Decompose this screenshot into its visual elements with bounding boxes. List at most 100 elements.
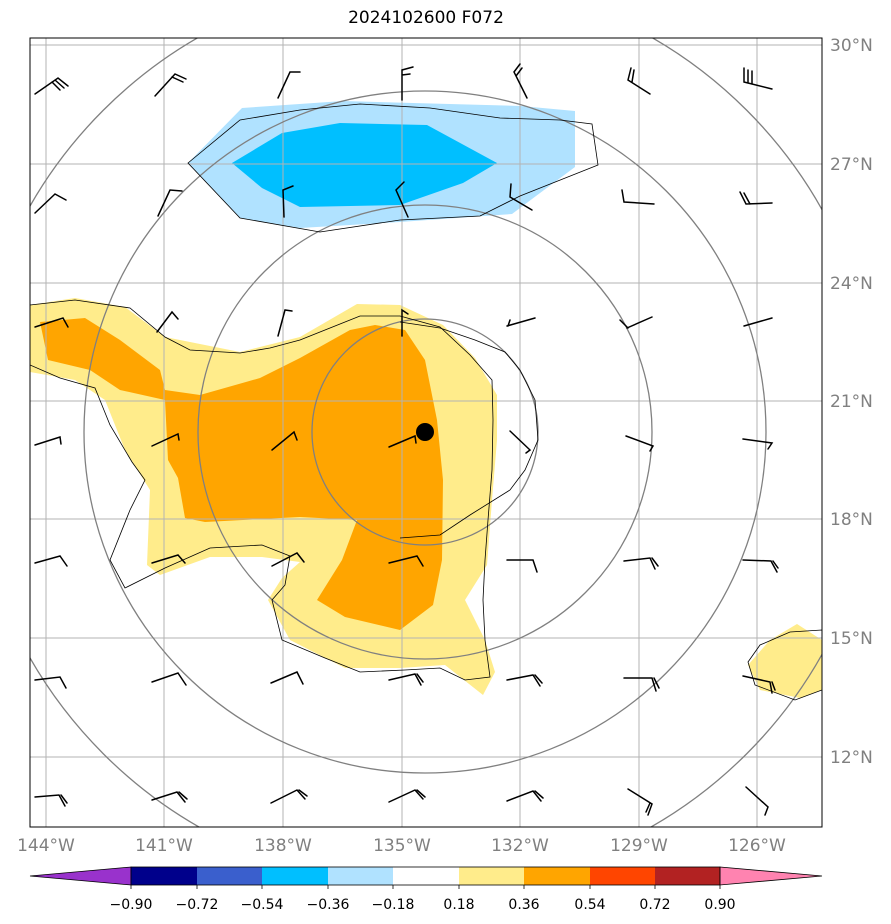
wind-barb [623,557,659,570]
wind-barb [739,191,773,205]
range-rings [30,38,822,827]
wind-barb [506,674,543,687]
lat-tick-label: 15°N [830,629,873,649]
wind-barb [151,432,180,447]
contour-outline-inner [399,321,539,539]
wind-barb [34,555,68,567]
lon-tick-label: 126°W [728,836,786,856]
colorbar-segment [131,867,197,885]
wind-barb [270,671,304,685]
wind-barb [625,435,655,452]
colorbar-tick-label: −0.54 [241,897,284,913]
wind-barb [745,786,769,816]
wind-barb [151,791,188,803]
wind-barb [151,672,187,686]
storm-center-dot [416,423,434,441]
wind-barb [151,554,186,564]
colorbar-tick-label: 0.36 [508,897,539,913]
contour-outline-patch [747,629,822,701]
wind-barb [34,77,69,95]
wind-barb [509,430,532,454]
range-ring-3 [83,90,767,774]
colorbar-segment [262,867,328,885]
lon-tick-label: 135°W [373,836,431,856]
wind-barb [277,71,301,99]
cyan-shading [232,123,497,207]
wind-barb [627,67,651,95]
lat-tick-label: 24°N [830,274,873,294]
colorbar-tick-label: −0.90 [110,897,153,913]
wind-barb [506,317,536,327]
wind-barb [271,430,298,451]
wind-barbs [34,63,779,816]
wind-barb [282,185,294,218]
wind-barb [388,673,424,686]
colorbar-tick-label: 0.72 [639,897,670,913]
wind-barb [506,559,538,573]
wind-barb [742,559,779,573]
colorbar-segment [655,867,720,885]
colorbar-segment [393,867,459,885]
small-yellow-patch [748,624,822,698]
wind-barb [621,189,655,205]
wind-barb [623,677,660,692]
map-area [30,38,822,827]
wind-barb [742,675,776,694]
lon-tick-label: 129°W [610,836,668,856]
wind-barb [270,789,308,804]
wind-barb [157,189,183,217]
contour-outline-upper [187,103,599,233]
wind-barb [277,309,293,337]
range-ring-1 [311,318,539,546]
colorbar-segment [459,867,524,885]
lat-tick-label: 18°N [830,510,873,530]
colorbar-segment [524,867,590,885]
lat-tick-label: 30°N [830,36,873,56]
lat-tick-label: 21°N [830,392,873,412]
wind-barb [34,794,68,807]
colorbar-tick-label: 0.18 [443,897,474,913]
contour-outlines [30,103,822,701]
wind-barb [34,317,69,328]
lat-tick-label: 27°N [830,155,873,175]
wind-barb [388,789,426,803]
lon-tick-label: 132°W [491,836,549,856]
wind-barb [395,181,409,218]
colorbar-tick-label: −0.36 [307,897,350,913]
colorbar-segment [328,867,393,885]
wind-barb [506,790,544,802]
colorbar-outline [130,866,721,886]
wind-barb [156,310,179,333]
colorbar-tick-label: −0.72 [176,897,219,913]
wind-barb [271,552,305,567]
wind-barb [154,73,187,97]
colorbar: −0.90 −0.72 −0.54 −0.36 −0.18 0.18 0.36 … [29,866,823,913]
wind-barb [388,434,417,448]
lon-tick-label: 144°W [17,836,75,856]
orange-shading [40,318,443,630]
colorbar-tick-label: 0.54 [574,897,605,913]
map-frame [29,37,823,828]
wind-barb [619,316,653,329]
lon-tick-label: 141°W [135,836,193,856]
colorbar-extend-high [719,866,823,886]
lon-tick-label: 138°W [254,836,312,856]
wind-barb [388,555,424,567]
map-title: 2024102600 F072 [348,8,504,28]
wind-barb [743,67,773,90]
colorbar-tick-label: −0.18 [372,897,415,913]
colorbar-extend-low [29,866,132,886]
gridlines [30,38,822,827]
lat-tick-labels: 30°N 27°N 24°N 21°N 18°N 15°N 12°N [830,36,873,768]
wind-barb [742,438,774,450]
wind-barb [34,193,67,214]
wind-barb [513,63,528,99]
wind-barb [509,183,533,211]
colorbar-tick-label: 0.90 [704,897,735,913]
wind-barb [34,676,67,689]
wind-barb [34,436,62,446]
wind-barb [743,317,773,327]
wind-barb [401,308,409,337]
lat-tick-label: 12°N [830,748,873,768]
